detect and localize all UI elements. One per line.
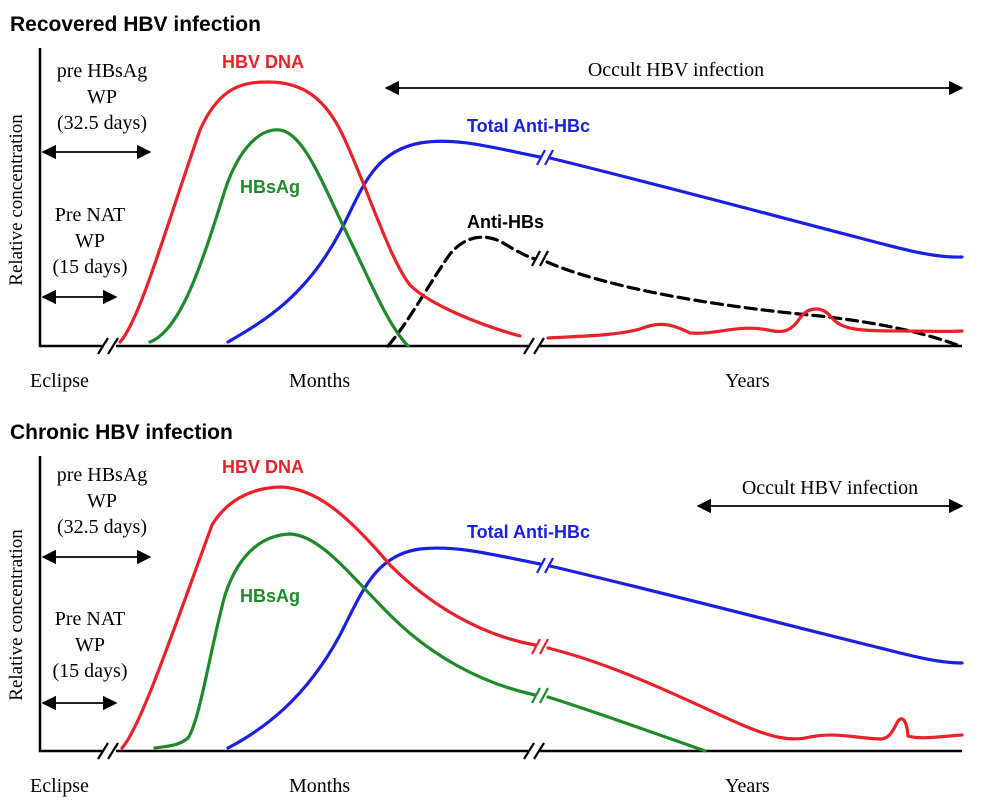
chronic-hbv-dna-label: HBV DNA	[222, 457, 304, 477]
recovered-pre-hbsag-line-3: (32.5 days)	[57, 112, 147, 134]
chronic-axis-break-2	[523, 742, 545, 760]
recovered-axis	[38, 48, 102, 348]
chronic-x-label-eclipse: Eclipse	[30, 775, 89, 797]
recovered-pre-nat-line-2: WP	[75, 230, 105, 252]
chronic-anti-hbc-label: Total Anti-HBc	[467, 522, 590, 542]
chronic-pre-hbsag-line-1: pre HBsAg	[57, 464, 148, 486]
chronic-pre-hbsag-line-2: WP	[87, 490, 117, 512]
recovered-hbv-dna-curve-early	[118, 80, 522, 344]
recovered-anti-hbc-label: Total Anti-HBc	[467, 116, 590, 136]
recovered-occult-label: Occult HBV infection	[588, 59, 764, 81]
chronic-hbv-dna-break	[531, 638, 549, 655]
chronic-axis-break-1	[97, 742, 119, 760]
recovered-axis-break-1	[97, 337, 119, 355]
chronic-occult-label: Occult HBV infection	[742, 477, 918, 499]
recovered-anti-hbs-curve-early	[386, 235, 537, 348]
recovered-y-axis-label: Relative concentration	[6, 114, 27, 286]
chronic-x-label-months: Months	[289, 775, 350, 797]
recovered-x-label-months: Months	[289, 370, 350, 392]
recovered-pre-nat-line-1: Pre NAT	[55, 204, 126, 226]
chronic-title: Chronic HBV infection	[10, 421, 233, 444]
chronic-x-label-years: Years	[725, 775, 770, 797]
recovered-anti-hbc-curve-early	[226, 139, 542, 344]
recovered-panel: Recovered HBV infection Relative concent…	[6, 13, 964, 392]
chronic-hbv-dna-curve-early	[120, 485, 537, 750]
recovered-hbsag-curve	[148, 128, 410, 348]
chronic-anti-hbc-break	[536, 557, 554, 574]
recovered-pre-hbsag-line-1: pre HBsAg	[57, 60, 148, 82]
recovered-anti-hbs-label: Anti-HBs	[467, 212, 544, 232]
recovered-anti-hbc-curve-late	[548, 156, 964, 259]
recovered-x-label-years: Years	[725, 370, 770, 392]
recovered-pre-nat-line-3: (15 days)	[53, 256, 128, 278]
chronic-hbsag-break	[531, 687, 549, 704]
chronic-hbsag-label: HBsAg	[240, 586, 300, 606]
chronic-hbv-dna-curve-late	[546, 646, 964, 741]
chronic-pre-nat-line-1: Pre NAT	[55, 608, 126, 630]
chronic-hbsag-curve-early	[153, 532, 537, 750]
recovered-title: Recovered HBV infection	[10, 13, 261, 36]
recovered-hbv-dna-label: HBV DNA	[222, 52, 304, 72]
recovered-axis-break-2	[523, 337, 545, 355]
chronic-pre-nat-line-2: WP	[75, 634, 105, 656]
chronic-anti-hbc-curve-early	[226, 546, 542, 750]
recovered-hbv-dna-curve-late	[546, 307, 964, 340]
recovered-hbsag-label: HBsAg	[240, 177, 300, 197]
chronic-panel: Chronic HBV infection Relative concentra…	[6, 421, 964, 797]
chronic-pre-nat-line-3: (15 days)	[53, 660, 128, 682]
recovered-anti-hbs-curve-late	[545, 260, 962, 348]
chronic-y-axis-label: Relative concentration	[6, 529, 27, 701]
chronic-anti-hbc-curve-late	[548, 564, 964, 665]
chronic-hbsag-curve-late	[546, 695, 707, 753]
recovered-x-label-eclipse: Eclipse	[30, 370, 89, 392]
recovered-pre-hbsag-line-2: WP	[87, 86, 117, 108]
recovered-anti-hbc-break	[536, 149, 554, 166]
recovered-anti-hbs-break	[531, 250, 549, 267]
chronic-pre-hbsag-line-3: (32.5 days)	[57, 516, 147, 538]
chronic-axis	[38, 456, 102, 753]
